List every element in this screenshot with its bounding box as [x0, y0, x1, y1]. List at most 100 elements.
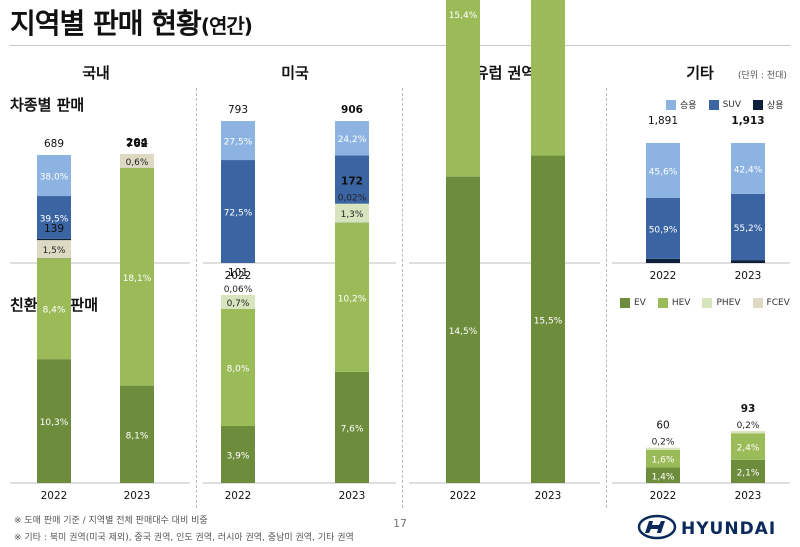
bar-segment — [646, 258, 680, 263]
bar-segment-label: 0,06% — [224, 285, 253, 295]
bar-segment-label: 24,2% — [338, 135, 367, 145]
bar-segment — [446, 0, 480, 177]
logo-wordmark: HYUNDAI — [681, 519, 776, 539]
x-tick-label: 2022 — [225, 270, 252, 282]
bar-segment — [646, 467, 680, 483]
x-tick-label: 2023 — [535, 490, 562, 502]
column-divider-2 — [402, 88, 403, 508]
bar-segment-label: 1,4% — [652, 472, 675, 482]
bar-segment-label: 27,5% — [224, 138, 253, 148]
bar-segment-label: 0,6% — [126, 158, 149, 168]
bar-segment — [335, 371, 369, 483]
bar-segment — [37, 155, 71, 197]
bar-segment-label: 45,6% — [649, 167, 678, 177]
bar-segment — [731, 431, 765, 434]
bar-total-label: 793 — [228, 104, 248, 116]
legend-label-commercial: 상용 — [767, 101, 784, 111]
bar-total-label: 101 — [228, 267, 248, 279]
bar-total-label: 1,891 — [648, 115, 678, 127]
bar-segment — [646, 143, 680, 198]
legend-label-phev: PHEV — [716, 298, 741, 308]
bar-segment — [731, 459, 765, 483]
page-title: 지역별 판매 현황(연간) — [10, 2, 253, 42]
legend-item-hev: HEV — [657, 298, 691, 308]
x-tick-label: 2022 — [41, 490, 68, 502]
bar-segment-label: 18,1% — [123, 274, 152, 284]
bar-segment — [120, 385, 154, 483]
bar-segment-label: 0,02% — [338, 194, 367, 204]
x-tick-label: 2023 — [124, 490, 151, 502]
footnote-2: ※ 기타 : 북미 권역(미국 제외), 중국 권역, 인도 권역, 러시아 권… — [14, 533, 354, 543]
bar-segment-label: 8,4% — [43, 306, 66, 316]
bar-segment — [731, 143, 765, 194]
hyundai-emblem-h-icon — [645, 521, 665, 533]
legend-label-sedan: 승용 — [680, 101, 697, 111]
x-tick-label: 2022 — [650, 270, 677, 282]
region-header-domestic: 국내 — [82, 64, 110, 82]
bar-segment-label: 50,9% — [649, 225, 678, 235]
page-title-main: 지역별 판매 현황 — [10, 7, 202, 40]
legend-item-fcev: FCEV — [752, 298, 790, 308]
section-title-vehicle-type: 차종별 판매 — [10, 96, 85, 114]
bar-segment-label: 0,7% — [227, 299, 250, 309]
unit-label: (단위 : 천대) — [738, 71, 787, 81]
region-header-others: 기타 — [686, 64, 714, 82]
bar-segment — [335, 222, 369, 372]
bar-total-label: 204 — [126, 137, 148, 149]
bar-segment — [731, 260, 765, 263]
bar-segment-label: 10,3% — [40, 418, 69, 428]
bar-segment — [120, 167, 154, 386]
x-tick-label: 2023 — [339, 490, 366, 502]
x-tick-label: 2022 — [450, 490, 477, 502]
bar-total-label: 906 — [341, 104, 363, 116]
legend-swatch-commercial — [753, 99, 764, 110]
bar-segment — [646, 447, 680, 450]
legend-label-ev: EV — [634, 298, 646, 308]
bar-segment — [646, 449, 680, 468]
region-header-europe: 유럽 권역 — [474, 64, 536, 82]
bar-segment — [37, 196, 71, 239]
page-title-sub: (연간) — [200, 14, 253, 38]
bar-segment — [731, 193, 765, 261]
legend-swatch-suv — [708, 99, 719, 110]
bar-total-label: 139 — [44, 223, 64, 235]
bar-segment — [221, 121, 255, 161]
bar-segment-label: 2,4% — [737, 444, 760, 454]
region-header-usa: 미국 — [281, 64, 309, 82]
page-number: 17 — [393, 517, 407, 530]
bar-segment-label: 38,0% — [40, 173, 69, 183]
bar-segment — [37, 240, 71, 259]
bar-segment — [531, 0, 565, 156]
legend-label-hev: HEV — [671, 298, 691, 308]
bar-total-label: 93 — [741, 403, 756, 415]
title-rule — [10, 45, 790, 46]
bar-segment — [531, 155, 565, 483]
bar-segment — [221, 308, 255, 426]
bar-total-label: 762 — [126, 138, 148, 150]
legend-item-sedan: 승용 — [666, 98, 697, 111]
legend-item-phev: PHEV — [702, 298, 741, 308]
hyundai-emblem-icon — [637, 514, 677, 540]
bar-segment-label: 14,5% — [449, 327, 478, 337]
legend-label-suv: SUV — [722, 99, 742, 110]
bar-segment-label: 7,6% — [341, 424, 364, 434]
bar-segment — [221, 160, 255, 263]
x-tick-label: 2022 — [225, 490, 252, 502]
bar-segment-label: 3,9% — [227, 451, 250, 461]
bar-total-label: 172 — [341, 176, 363, 188]
bar-segment-label: 55,2% — [734, 224, 763, 234]
legend-eco-friendly: EV HEV PHEV FCEV — [612, 298, 790, 308]
bar-segment-label: 2,1% — [737, 468, 760, 478]
x-tick-label: 2023 — [735, 270, 762, 282]
legend-swatch-sedan — [666, 99, 676, 110]
bar-segment-label: 1,6% — [652, 456, 675, 466]
bar-segment — [646, 197, 680, 259]
bar-segment — [731, 433, 765, 460]
legend-item-commercial: 상용 — [753, 98, 784, 111]
legend-swatch-phev — [702, 298, 713, 308]
footnote-1: ※ 도매 판매 기준 / 지역별 전체 판매대수 대비 비중 — [14, 516, 208, 526]
column-divider-1 — [196, 88, 197, 508]
bar-segment-label: 10,2% — [338, 294, 367, 304]
bar-total-label: 689 — [44, 138, 64, 150]
